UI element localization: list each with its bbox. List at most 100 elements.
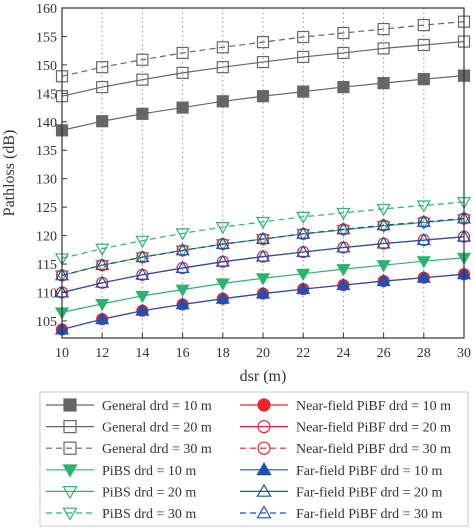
data-point [337, 46, 350, 60]
data-point [376, 236, 391, 249]
data-point [376, 260, 391, 273]
data-point [416, 217, 431, 230]
data-point [296, 211, 311, 225]
data-point [63, 441, 77, 455]
x-axis-label: dsr (m) [240, 368, 287, 385]
x-tick-label: 26 [377, 346, 391, 361]
legend-label: Far-field PiBF drd = 10 m [296, 464, 443, 479]
y-tick-label: 135 [36, 144, 57, 159]
data-point [135, 235, 150, 248]
y-tick-label: 110 [37, 286, 57, 301]
data-point [296, 226, 311, 239]
data-point [376, 218, 391, 231]
y-tick-label: 130 [36, 173, 57, 188]
data-point [256, 36, 270, 49]
series-line [61, 21, 465, 77]
data-point [62, 507, 78, 521]
y-tick-label: 145 [36, 87, 57, 102]
x-tick-label: 12 [95, 346, 109, 361]
x-tick-label: 22 [296, 346, 310, 361]
data-point [377, 42, 390, 55]
series-line [61, 217, 465, 276]
x-tick-label: 10 [55, 346, 69, 361]
x-tick-label: 30 [457, 346, 471, 361]
data-point [215, 254, 230, 267]
data-point [336, 240, 351, 253]
data-point [416, 270, 431, 283]
data-point [297, 85, 310, 98]
legend-label: PiBS drd = 10 m [102, 464, 196, 479]
x-tick-label: 20 [256, 346, 270, 361]
y-tick-label: 125 [36, 201, 57, 216]
data-point [95, 275, 110, 288]
legend-item: Near-field PiBF drd = 10 m [240, 398, 451, 414]
legend-label: Near-field PiBF drd = 30 m [296, 442, 451, 457]
y-tick-label: 115 [37, 258, 57, 273]
data-point [255, 231, 271, 244]
data-point [296, 268, 311, 281]
data-point [376, 203, 391, 217]
legend-label: General drd = 10 m [102, 399, 212, 414]
data-point [63, 420, 77, 434]
data-point [96, 61, 109, 74]
data-point [135, 303, 150, 316]
legend-item: General drd = 30 m [46, 441, 212, 457]
data-point [416, 200, 431, 213]
data-point [63, 398, 77, 412]
data-point [62, 464, 78, 478]
y-tick-label: 105 [36, 315, 57, 330]
data-point [256, 55, 270, 69]
legend-label: Far-field PiBF drd = 20 m [296, 485, 443, 500]
data-point [336, 264, 351, 277]
legend: General drd = 10 m General drd = 20 m Gene… [46, 398, 451, 522]
data-point [296, 244, 311, 258]
data-point [417, 38, 430, 52]
data-point [135, 252, 150, 265]
data-point [95, 243, 110, 256]
y-tick-label: 120 [36, 230, 57, 245]
data-point [136, 53, 149, 66]
axes: 10 12 14 16 18 20 22 24 26 28 30 105 110 115 120 125 130… [36, 2, 471, 361]
x-tick-label: 16 [176, 346, 190, 361]
data-point [336, 224, 351, 238]
data-point [176, 46, 189, 60]
x-tick-label: 24 [336, 346, 350, 361]
legend-item: Far-field PiBF drd = 20 m [240, 483, 443, 500]
data-point [257, 398, 271, 412]
data-point [417, 18, 430, 32]
legend-label: Near-field PiBF drd = 20 m [296, 421, 451, 436]
data-point [62, 486, 78, 500]
data-point [297, 30, 310, 44]
legend-label: Near-field PiBF drd = 10 m [296, 399, 451, 414]
x-tick-label: 28 [417, 346, 431, 361]
series-line [61, 236, 465, 294]
data-point [95, 298, 110, 312]
x-tick-label: 18 [216, 346, 230, 361]
data-point [417, 73, 430, 86]
data-point [175, 228, 190, 241]
data-point [257, 420, 271, 434]
data-point [377, 77, 390, 90]
data-point [297, 50, 310, 64]
data-point [136, 107, 149, 120]
data-point [215, 236, 230, 250]
data-point [416, 232, 431, 246]
y-tick-label: 140 [36, 116, 57, 131]
data-point [256, 505, 272, 519]
data-point [336, 222, 351, 235]
legend-label: PiBS drd = 20 m [102, 485, 196, 500]
data-point [175, 284, 190, 297]
series [54, 229, 472, 298]
data-point [215, 278, 230, 291]
data-point [176, 101, 189, 114]
data-point [175, 243, 190, 256]
data-point [216, 41, 229, 54]
data-point [255, 286, 271, 299]
data-point [256, 90, 270, 103]
data-point [96, 80, 109, 94]
data-point [215, 222, 230, 235]
legend-item: Near-field PiBF drd = 20 m [240, 420, 451, 436]
legend-label: Far-field PiBF drd = 30 m [296, 507, 443, 522]
data-point [255, 273, 271, 286]
